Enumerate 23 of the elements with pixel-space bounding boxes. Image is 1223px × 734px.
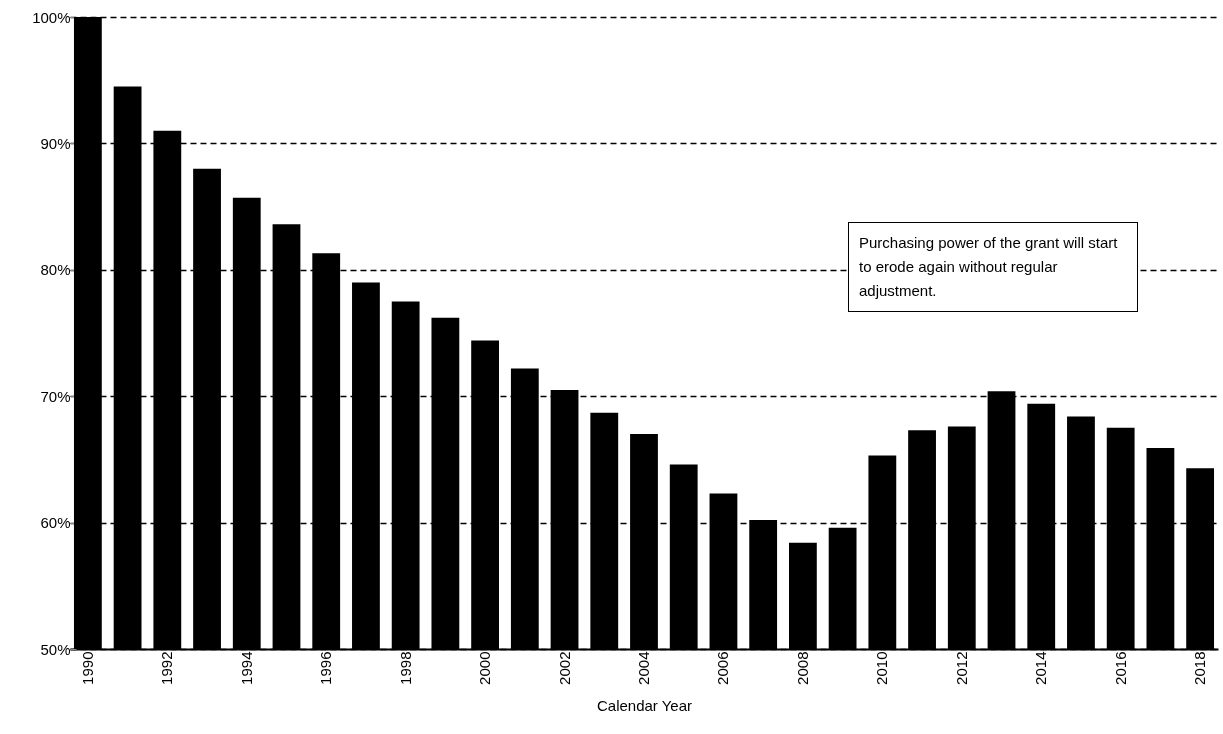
x-tick-label: 1994 [237,651,255,685]
x-tick-label: 2016 [1111,651,1129,685]
x-tick-label: 2006 [714,651,732,685]
x-tick-label: 2018 [1191,651,1209,685]
x-tick-label: 2008 [793,651,811,685]
x-tick-label: 2012 [952,651,970,685]
x-tick-label: 2010 [873,651,891,685]
y-tick-label: 50% [40,640,71,658]
x-axis-title: Calendar Year [596,696,693,714]
x-tick-label: 2002 [555,651,573,685]
x-tick-label: 1992 [158,651,176,685]
y-tick-label: 70% [40,387,71,405]
y-tick-label: 90% [40,134,71,152]
x-tick-label: 2014 [1032,651,1050,685]
x-tick-label: 1996 [317,651,335,685]
y-tick-label: 100% [32,8,71,26]
x-tick-label: 2000 [476,651,494,685]
x-tick-label: 1998 [396,651,414,685]
note-box: Purchasing power of the grant will start to erode again without regular adjustment. [848,222,1138,312]
x-tick-label: 1990 [78,651,96,685]
y-tick-label: 60% [40,514,71,532]
x-tick-label: 2004 [635,651,652,685]
y-tick-label: 80% [40,261,71,279]
